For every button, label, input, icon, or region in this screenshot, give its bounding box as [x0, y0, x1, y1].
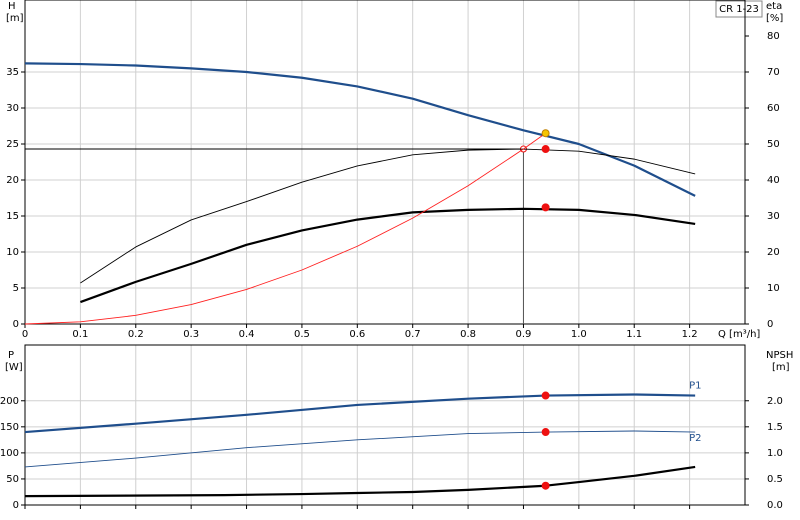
- y-tick-label: 30: [6, 103, 19, 114]
- x-tick-label: 0: [22, 329, 28, 340]
- series-line: [24, 132, 546, 325]
- y-tick-label: 35: [6, 67, 19, 78]
- series-line: [24, 62, 696, 197]
- y-tick-label: 0: [13, 319, 19, 330]
- chart-title: CR 1-23: [719, 4, 759, 15]
- title-box: [715, 0, 763, 18]
- operating-point: [541, 203, 550, 212]
- y2-tick-label: 0.5: [767, 474, 783, 485]
- y-tick-label: 25: [6, 139, 19, 150]
- y-tick-label: 15: [6, 211, 19, 222]
- plot-frame: [24, 0, 746, 325]
- series-line: [24, 430, 696, 468]
- y-tick-label: 10: [6, 247, 19, 258]
- plot-frame: [24, 344, 746, 506]
- x-tick-label: 0.7: [405, 329, 421, 340]
- x-tick-label: 0.6: [349, 329, 365, 340]
- x-tick-label: 0.8: [460, 329, 476, 340]
- y-tick-label: 50: [6, 474, 19, 485]
- operating-point: [541, 145, 550, 154]
- y2-tick-label: 1.5: [767, 422, 783, 433]
- y2-tick-label: 2.0: [767, 396, 783, 407]
- y2-tick-label: 30: [767, 211, 780, 222]
- y-axis-label: P: [8, 350, 14, 361]
- operating-point: [541, 391, 550, 400]
- x-tick-label: 0.9: [516, 329, 532, 340]
- y2-axis-unit: [%]: [766, 13, 783, 24]
- y2-tick-label: 50: [767, 139, 780, 150]
- y2-tick-label: 0: [767, 319, 773, 330]
- x-tick-label: 0.5: [294, 329, 310, 340]
- y2-tick-label: 60: [767, 103, 780, 114]
- y-tick-label: 150: [0, 422, 19, 433]
- x-tick-label: 0.2: [128, 329, 144, 340]
- y-tick-label: 100: [0, 448, 19, 459]
- operating-point: [541, 129, 550, 138]
- series-label: P2: [689, 433, 701, 444]
- y-tick-label: 20: [6, 175, 19, 186]
- y-axis-unit: [W]: [5, 362, 23, 373]
- y-tick-label: 5: [13, 283, 19, 294]
- y-tick-label: 200: [0, 396, 19, 407]
- y2-tick-label: 0.0: [767, 500, 783, 511]
- y2-tick-label: 20: [767, 247, 780, 258]
- y2-axis-unit: [m]: [772, 362, 790, 373]
- x-tick-label: 0.1: [72, 329, 88, 340]
- y2-axis-label: eta: [766, 1, 782, 12]
- y-tick-label: 0: [13, 500, 19, 511]
- operating-point: [541, 481, 550, 490]
- series-line: [80, 207, 696, 304]
- y-axis-label: H: [8, 1, 16, 12]
- y2-axis-label: NPSH: [766, 350, 793, 361]
- operating-point: [541, 428, 550, 437]
- x-axis-label: Q [m³/h]: [718, 329, 760, 340]
- series-line: [24, 393, 696, 434]
- series-line: [80, 148, 696, 284]
- series-label: P1: [689, 381, 701, 392]
- x-tick-label: 0.3: [183, 329, 199, 340]
- series-line: [24, 465, 696, 498]
- y2-tick-label: 40: [767, 175, 780, 186]
- x-tick-label: 1.1: [626, 329, 642, 340]
- y2-tick-label: 10: [767, 283, 780, 294]
- y2-tick-label: 70: [767, 67, 780, 78]
- y2-tick-label: 80: [767, 31, 780, 42]
- x-tick-label: 0.4: [239, 329, 255, 340]
- x-tick-label: 1.2: [682, 329, 698, 340]
- y-axis-unit: [m]: [6, 13, 24, 24]
- x-tick-label: 1.0: [571, 329, 587, 340]
- y2-tick-label: 1.0: [767, 448, 783, 459]
